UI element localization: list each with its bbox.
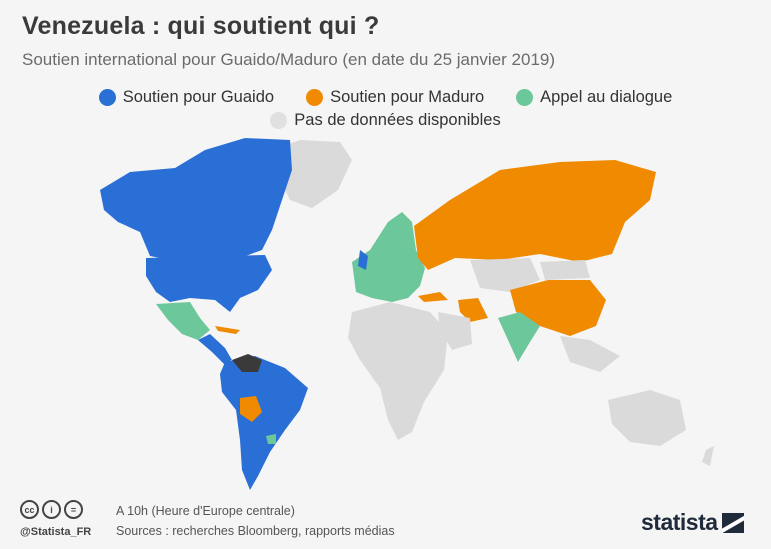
world-map — [100, 138, 714, 490]
legend-item-dialogue: Appel au dialogue — [516, 88, 672, 107]
creative-commons-icon: cc — [20, 500, 39, 519]
region-arabia — [438, 312, 472, 350]
legend-dot-nodata — [270, 112, 288, 129]
region-australia — [608, 390, 686, 446]
footer-sources: Sources : recherches Bloomberg, rapports… — [116, 524, 395, 538]
legend-label-nodata: Pas de données disponibles — [294, 111, 501, 129]
legend-item-nodata: Pas de données disponibles — [270, 111, 501, 130]
legend-dot-dialogue — [516, 89, 534, 106]
legend-item-guaido: Soutien pour Guaido — [98, 88, 275, 107]
region-canada — [100, 138, 292, 262]
social-handle: @Statista_FR — [20, 526, 92, 538]
license-icons: cc i = — [20, 500, 86, 519]
region-venezuela — [232, 354, 262, 372]
region-europe — [352, 212, 425, 302]
region-russia — [414, 160, 656, 270]
region-new-zealand — [702, 446, 714, 466]
region-uk — [358, 250, 368, 270]
legend-row-2: Pas de données disponibles — [0, 111, 771, 130]
legend-dot-guaido — [98, 89, 116, 106]
brand-text: statista — [641, 509, 718, 535]
region-southeast-asia — [560, 336, 620, 372]
legend-label-guaido: Soutien pour Guaido — [122, 88, 275, 106]
statista-mark-icon — [721, 512, 744, 533]
chart-subtitle: Soutien international pour Guaido/Maduro… — [22, 50, 556, 69]
region-iran — [458, 298, 488, 322]
region-uruguay — [266, 434, 276, 444]
attribution-icon: i — [42, 500, 61, 519]
region-usa — [146, 255, 272, 312]
legend-item-maduro: Soutien pour Maduro — [306, 88, 484, 107]
legend-label-maduro: Soutien pour Maduro — [330, 88, 485, 106]
region-central-asia — [470, 258, 540, 292]
footer-note: A 10h (Heure d'Europe centrale) — [116, 504, 295, 518]
region-cuba — [215, 326, 240, 334]
region-mongolia — [540, 260, 590, 280]
region-south-america — [220, 356, 308, 490]
legend-dot-maduro — [306, 89, 324, 106]
legend-row-1: Soutien pour Guaido Soutien pour Maduro … — [0, 88, 771, 107]
region-mexico — [156, 302, 210, 340]
chart-title: Venezuela : qui soutient qui ? — [22, 12, 380, 40]
region-greenland — [272, 140, 352, 208]
no-derivatives-icon: = — [64, 500, 83, 519]
region-india — [498, 312, 540, 362]
region-turkey — [418, 292, 448, 302]
statista-logo: statista — [641, 509, 744, 536]
legend-label-dialogue: Appel au dialogue — [540, 88, 673, 106]
region-africa — [348, 302, 448, 440]
region-central-america — [198, 334, 232, 364]
region-bolivia — [240, 396, 262, 422]
